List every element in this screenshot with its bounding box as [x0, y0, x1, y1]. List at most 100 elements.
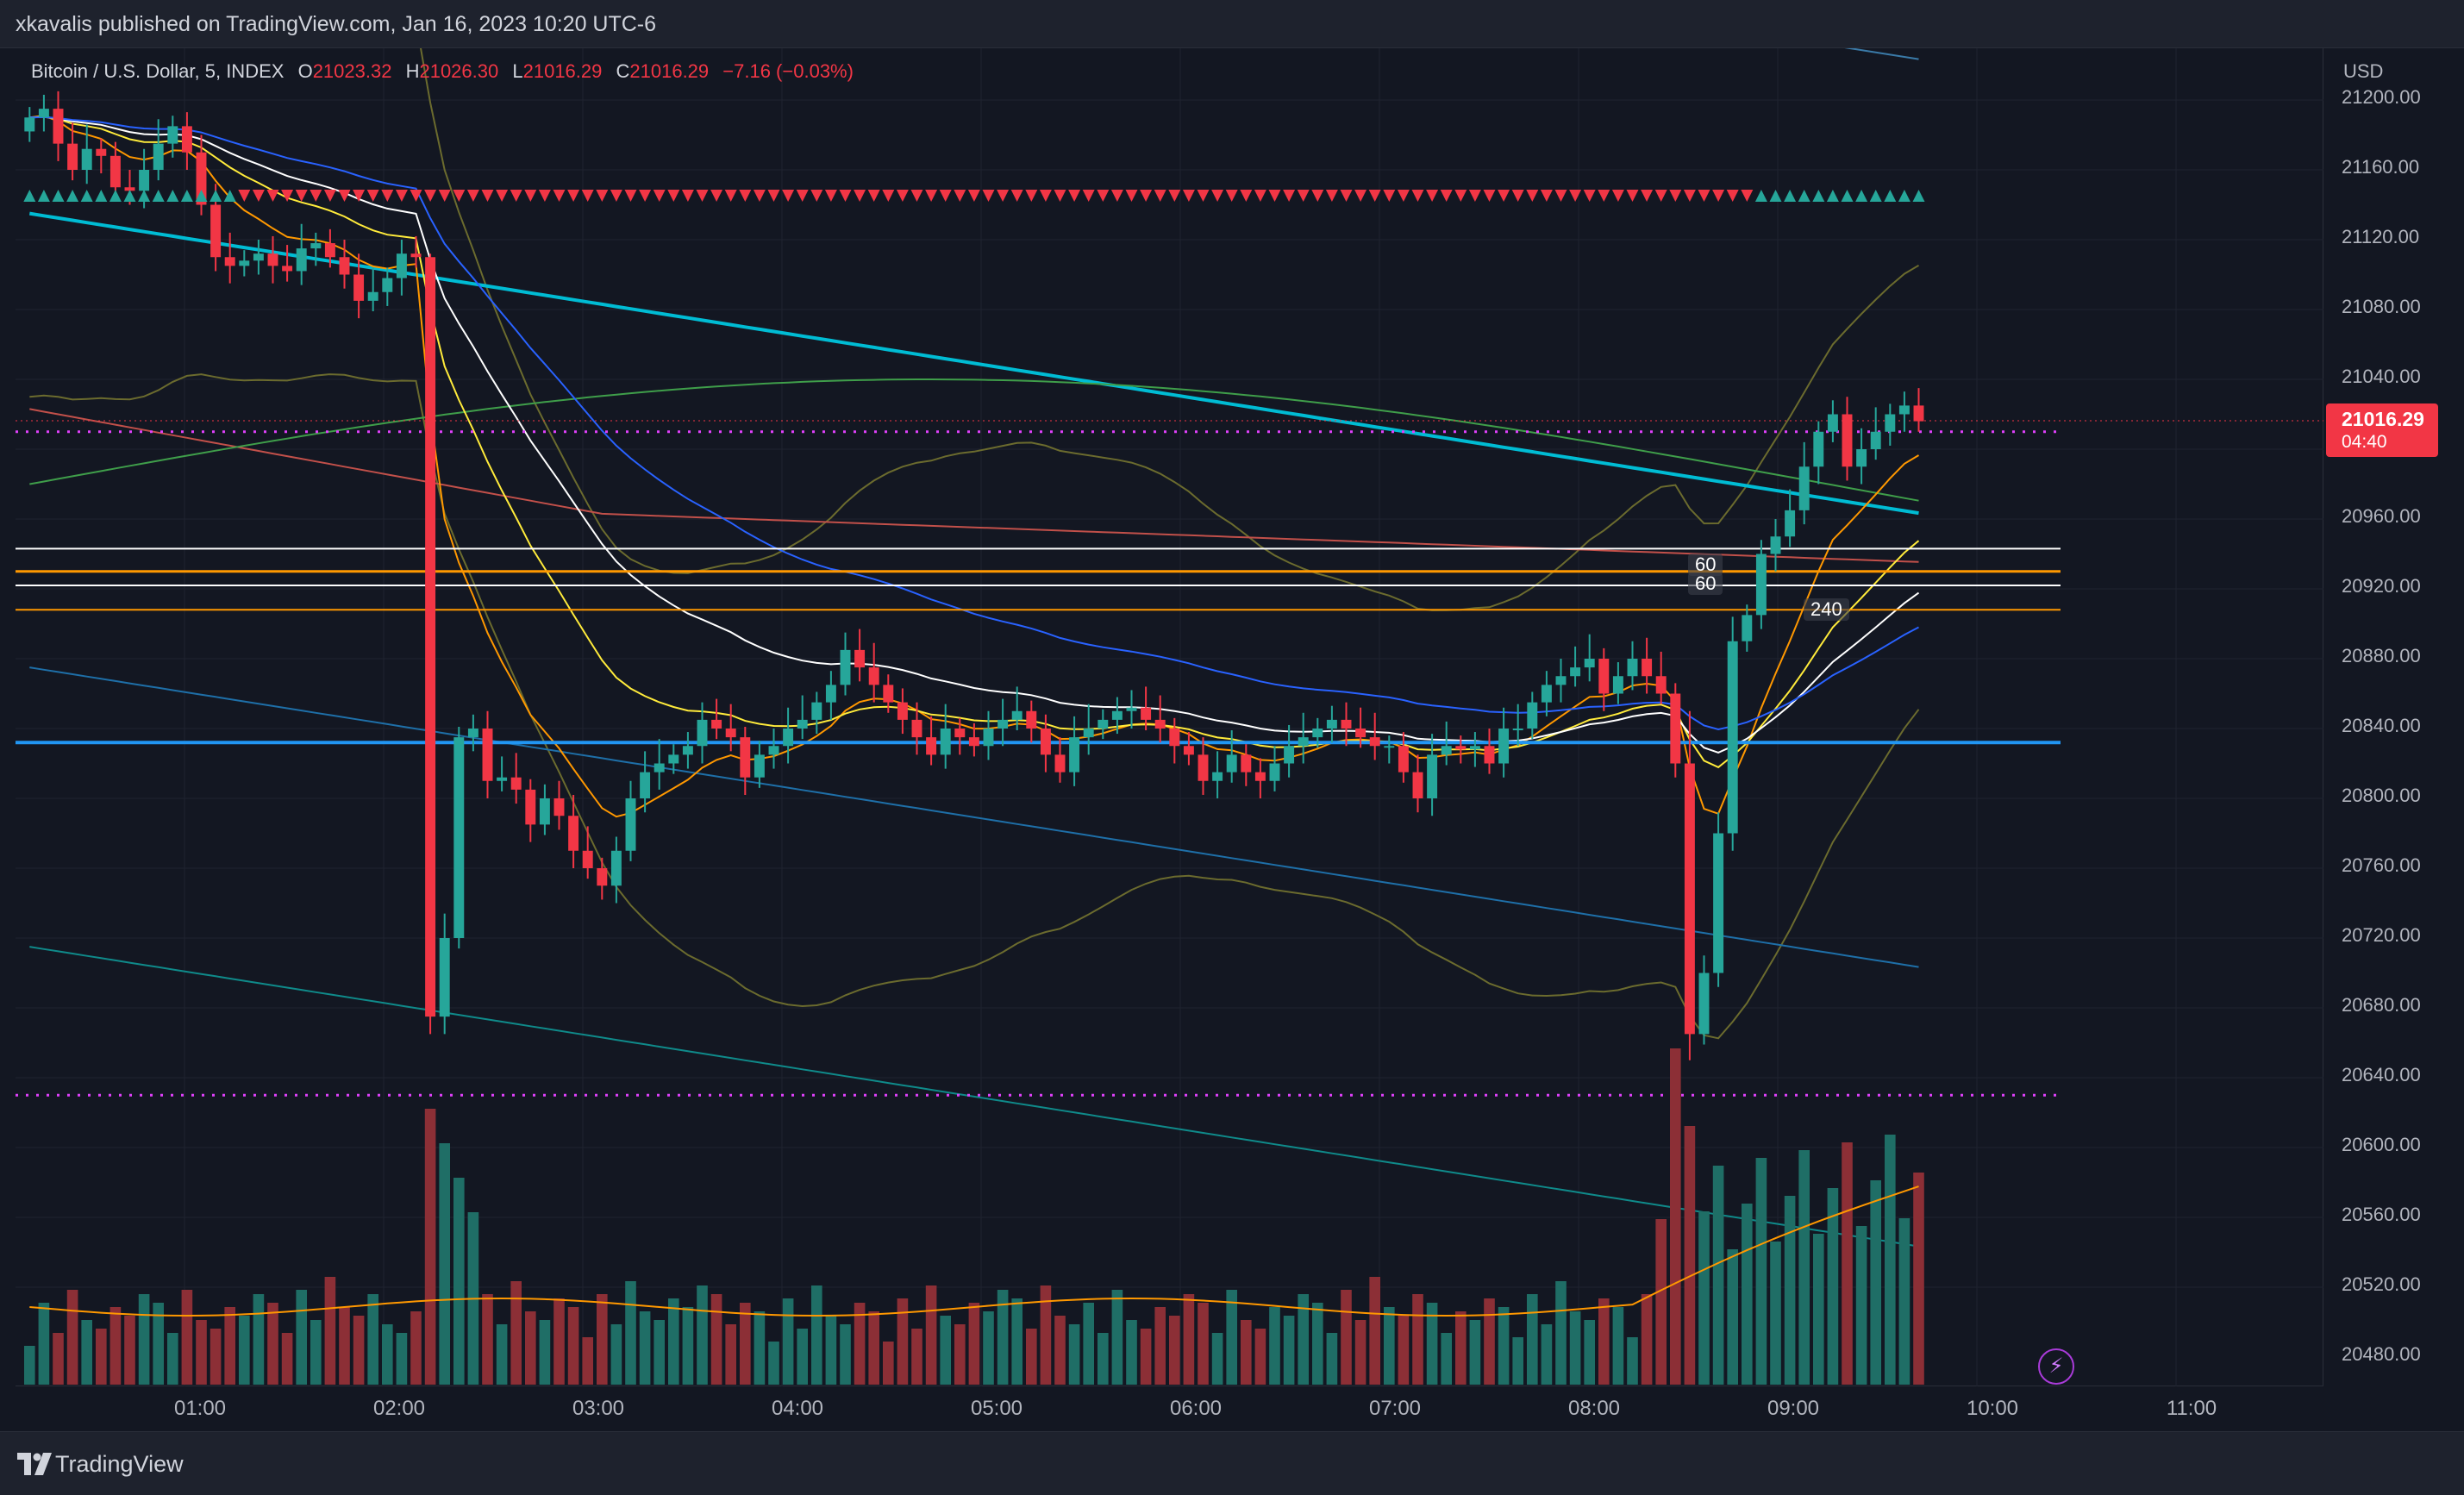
price-tick: 20480.00: [2342, 1343, 2421, 1365]
candle-body: [625, 798, 636, 851]
signal-down-triangle: [1598, 190, 1610, 202]
volume-bar: [639, 1311, 651, 1385]
candle-body: [24, 117, 35, 132]
symbol-title[interactable]: Bitcoin / U.S. Dollar, 5, INDEX: [31, 60, 285, 82]
signal-down-triangle: [1554, 190, 1567, 202]
volume-bar: [1741, 1204, 1753, 1385]
candle-body: [1913, 405, 1924, 422]
signal-down-triangle: [724, 190, 737, 202]
volume-bar: [138, 1294, 150, 1385]
signal-down-triangle: [1540, 190, 1553, 202]
signal-down-triangle: [681, 190, 694, 202]
candle-body: [1412, 772, 1423, 798]
volume-bar: [1526, 1294, 1538, 1385]
candle-body: [253, 253, 264, 261]
signal-down-triangle: [667, 190, 680, 202]
candle-body: [1484, 746, 1495, 764]
signal-down-triangle: [1698, 190, 1710, 202]
close-value: 21016.29: [629, 60, 710, 82]
signal-down-triangle: [1726, 190, 1739, 202]
signal-up-triangle: [1784, 190, 1797, 202]
tradingview-logo-icon[interactable]: [17, 1453, 52, 1475]
vwap-line: [28, 211, 1919, 516]
signal-up-triangle: [1869, 190, 1882, 202]
signal-down-triangle: [1140, 190, 1153, 202]
volume-bar: [81, 1320, 93, 1385]
signal-down-triangle: [1240, 190, 1253, 202]
signal-up-triangle: [1841, 190, 1854, 202]
volume-bar: [38, 1303, 50, 1385]
volume-bar: [1369, 1277, 1381, 1385]
signal-down-triangle: [1039, 190, 1052, 202]
currency-label[interactable]: USD: [2343, 60, 2384, 82]
ema-blue-line: [29, 116, 1919, 731]
signal-down-triangle: [538, 190, 551, 202]
signal-down-triangle: [1125, 190, 1138, 202]
published-caption: xkavalis published on TradingView.com, J…: [16, 12, 657, 36]
candle-body: [1555, 676, 1567, 685]
volume-bar: [510, 1281, 522, 1385]
symbol-legend[interactable]: Bitcoin / U.S. Dollar, 5, INDEX O21023.3…: [31, 60, 854, 83]
chart-canvas[interactable]: [16, 48, 2323, 1386]
volume-bar: [210, 1329, 222, 1385]
signal-down-triangle: [1626, 190, 1639, 202]
volume-bar: [1211, 1333, 1223, 1385]
signal-down-triangle: [1325, 190, 1338, 202]
signal-up-triangle: [1826, 190, 1839, 202]
candle-body: [954, 729, 966, 738]
volume-bar: [1198, 1303, 1209, 1385]
volume-bar: [725, 1324, 737, 1385]
candle-body: [353, 274, 365, 301]
signal-down-triangle: [381, 190, 394, 202]
lightning-bolt-icon[interactable]: ⚡: [2038, 1348, 2074, 1385]
level-label-60-upper: 60: [1688, 554, 1723, 576]
time-axis[interactable]: 01:00 02:00 03:00 04:00 05:00 06:00 07:0…: [16, 1386, 2323, 1429]
signal-down-triangle: [1397, 190, 1410, 202]
volume-bar: [1727, 1249, 1739, 1385]
candle-body: [425, 257, 436, 1017]
candle-body: [897, 702, 908, 720]
signal-up-triangle: [195, 190, 208, 202]
signal-down-triangle: [1010, 190, 1023, 202]
signal-down-triangle: [466, 190, 479, 202]
tradingview-brand[interactable]: TradingView: [55, 1451, 184, 1477]
signal-down-triangle: [1741, 190, 1754, 202]
signal-down-triangle: [1254, 190, 1266, 202]
volume-bar: [610, 1324, 622, 1385]
candle-body: [1727, 641, 1738, 834]
volume-bar: [1140, 1329, 1152, 1385]
chart-pane[interactable]: [16, 48, 2323, 1386]
signal-down-triangle: [510, 190, 522, 202]
price-axis[interactable]: USD 21200.00 21160.00 21120.00 21080.00 …: [2324, 48, 2464, 1386]
signal-down-triangle: [1340, 190, 1353, 202]
volume-bar: [1684, 1126, 1696, 1385]
signal-up-triangle: [152, 190, 165, 202]
volume-bar: [1025, 1329, 1037, 1385]
candle-body: [1627, 659, 1638, 677]
signal-down-triangle: [1082, 190, 1095, 202]
signal-down-triangle: [753, 190, 766, 202]
volume-bar: [109, 1307, 122, 1385]
candle-body: [1198, 754, 1209, 781]
vwap-band-upper-1: [1844, 48, 1919, 60]
candle-body: [539, 798, 550, 825]
signal-down-triangle: [1097, 190, 1110, 202]
volume-bar: [1512, 1337, 1524, 1385]
candle-body: [654, 763, 665, 773]
signal-up-triangle: [37, 190, 50, 202]
volume-bar: [339, 1307, 350, 1385]
signal-down-triangle: [939, 190, 952, 202]
signal-down-triangle: [1583, 190, 1596, 202]
volume-bar: [381, 1324, 393, 1385]
volume-bar: [1669, 1048, 1681, 1385]
signal-down-triangle: [553, 190, 566, 202]
volume-bar: [1311, 1303, 1323, 1385]
time-tick: 09:00: [1767, 1397, 1820, 1420]
volume-bar: [1240, 1320, 1252, 1385]
volume-bar: [1111, 1290, 1123, 1385]
volume-bar: [1183, 1294, 1195, 1385]
candle-body: [1541, 685, 1552, 703]
volume-bar: [1541, 1324, 1553, 1385]
candle-body: [1054, 754, 1066, 773]
time-tick: 04:00: [771, 1397, 824, 1420]
